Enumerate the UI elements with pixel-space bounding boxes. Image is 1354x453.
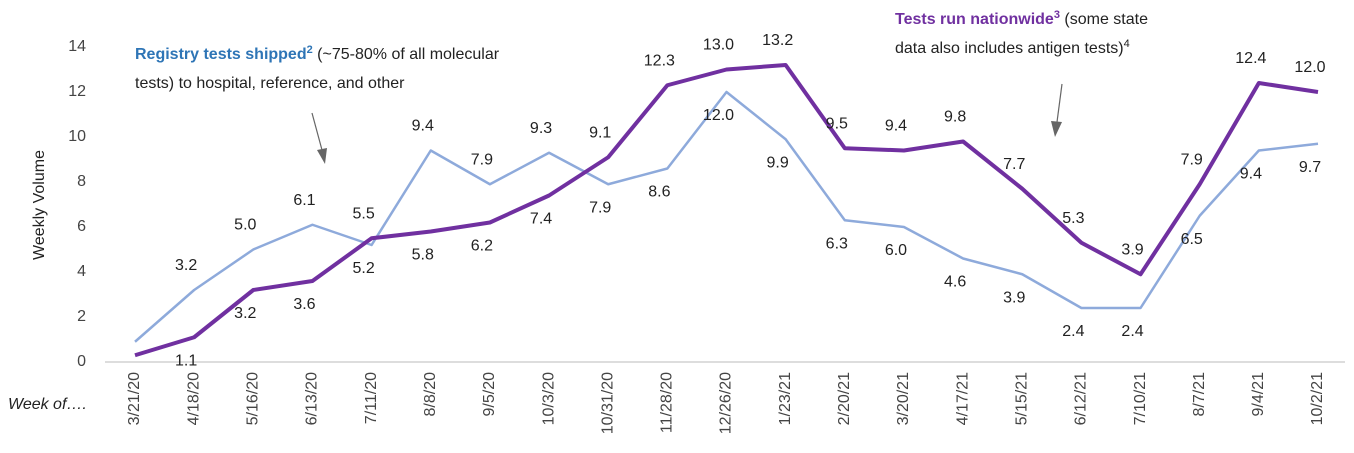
data-label: 5.2 [352,260,374,277]
x-tick-label: 8/8/20 [422,372,439,417]
annotation-bold: Registry tests shipped [135,46,307,63]
x-tick-label: 3/21/20 [126,372,143,425]
y-tick-label: 6 [77,218,86,235]
x-tick-label: 10/31/20 [599,372,616,434]
data-label: 12.3 [644,52,675,69]
x-tick-label: 10/2/21 [1309,372,1326,425]
y-tick-label: 12 [68,83,86,100]
data-label: 12.0 [1294,59,1325,76]
x-tick-label: 6/13/20 [304,372,321,425]
x-tick-label: 7/11/20 [363,372,380,424]
data-label: 12.0 [703,107,734,124]
y-tick-label: 4 [77,263,86,280]
x-tick-label: 3/20/21 [895,372,912,425]
data-label: 6.5 [1181,231,1203,248]
y-tick-label: 14 [68,38,86,55]
x-tick-label: 10/3/20 [540,372,557,425]
data-label: 9.8 [944,109,966,126]
data-label: 3.9 [1003,289,1025,306]
x-tick-label: 9/4/21 [1250,372,1267,417]
x-axis-label: Week of…. [8,396,87,413]
annotation-bold: Tests run nationwide [895,11,1054,28]
data-label: 13.2 [762,32,793,49]
annotation-text: tests) to hospital, reference, and other [135,75,405,92]
data-label: 9.1 [589,124,611,141]
y-tick-label: 10 [68,128,86,145]
data-label: 4.6 [944,274,966,291]
y-axis-label: Weekly Volume [31,150,48,260]
annotation-sup: 3 [1054,9,1060,21]
y-tick-label: 8 [77,173,86,190]
data-label: 5.8 [412,247,434,264]
y-tick-label: 0 [77,353,86,370]
annotation-sup: 4 [1124,38,1130,50]
data-label: 13.0 [703,37,734,54]
data-label: 7.9 [471,151,493,168]
x-tick-label: 4/17/21 [954,372,971,425]
data-label: 5.3 [1062,210,1084,227]
data-label: 3.2 [234,305,256,322]
x-tick-label: 6/12/21 [1073,372,1090,425]
data-label: 7.4 [530,211,552,228]
data-label: 6.0 [885,242,907,259]
annotation-text: (some state [1060,11,1148,28]
data-label: 7.7 [1003,156,1025,173]
data-label: 12.4 [1235,50,1266,67]
x-tick-label: 9/5/20 [481,372,498,417]
annotation-text: (~75-80% of all molecular [313,46,500,63]
annotation: tests) to hospital, reference, and other [135,75,405,92]
y-tick-label: 2 [77,308,86,325]
annotation-sup: 2 [307,44,313,56]
data-label: 9.4 [885,118,907,135]
data-label: 9.4 [412,118,434,135]
data-label: 7.9 [1181,151,1203,168]
x-tick-label: 11/28/20 [659,372,676,433]
data-label: 5.0 [234,217,256,234]
x-tick-label: 2/20/21 [836,372,853,425]
data-label: 2.4 [1121,323,1143,340]
x-tick-label: 7/10/21 [1132,372,1149,425]
annotation: Registry tests shipped2 (~75-80% of all … [135,44,500,63]
x-tick-label: 8/7/21 [1191,372,1208,417]
x-tick-label: 12/26/20 [718,372,735,434]
x-tick-label: 5/15/21 [1013,372,1030,425]
data-label: 1.1 [175,352,197,369]
data-label: 6.1 [293,192,315,209]
data-label: 3.6 [293,296,315,313]
data-label: 9.3 [530,120,552,137]
x-tick-label: 5/16/20 [245,372,262,425]
data-label: 3.9 [1121,241,1143,258]
data-label: 9.5 [826,115,848,132]
x-tick-label: 4/18/20 [185,372,202,425]
data-label: 9.9 [767,154,789,171]
x-tick-label: 1/23/21 [777,372,794,425]
data-label: 2.4 [1062,323,1084,340]
annotation: data also includes antigen tests)4 [895,38,1130,57]
data-label: 6.2 [471,238,493,255]
arrow [311,83,1063,164]
series-line [134,90,1319,343]
data-label: 9.4 [1240,166,1262,183]
annotation-text: data also includes antigen tests) [895,40,1124,57]
data-label: 6.3 [826,235,848,252]
data-label: 3.2 [175,257,197,274]
data-label: 9.7 [1299,159,1321,176]
data-label: 5.5 [352,205,374,222]
data-label: 7.9 [589,199,611,216]
data-label: 8.6 [648,184,670,201]
annotation: Tests run nationwide3 (some state [895,9,1148,28]
series-line [134,63,1319,358]
